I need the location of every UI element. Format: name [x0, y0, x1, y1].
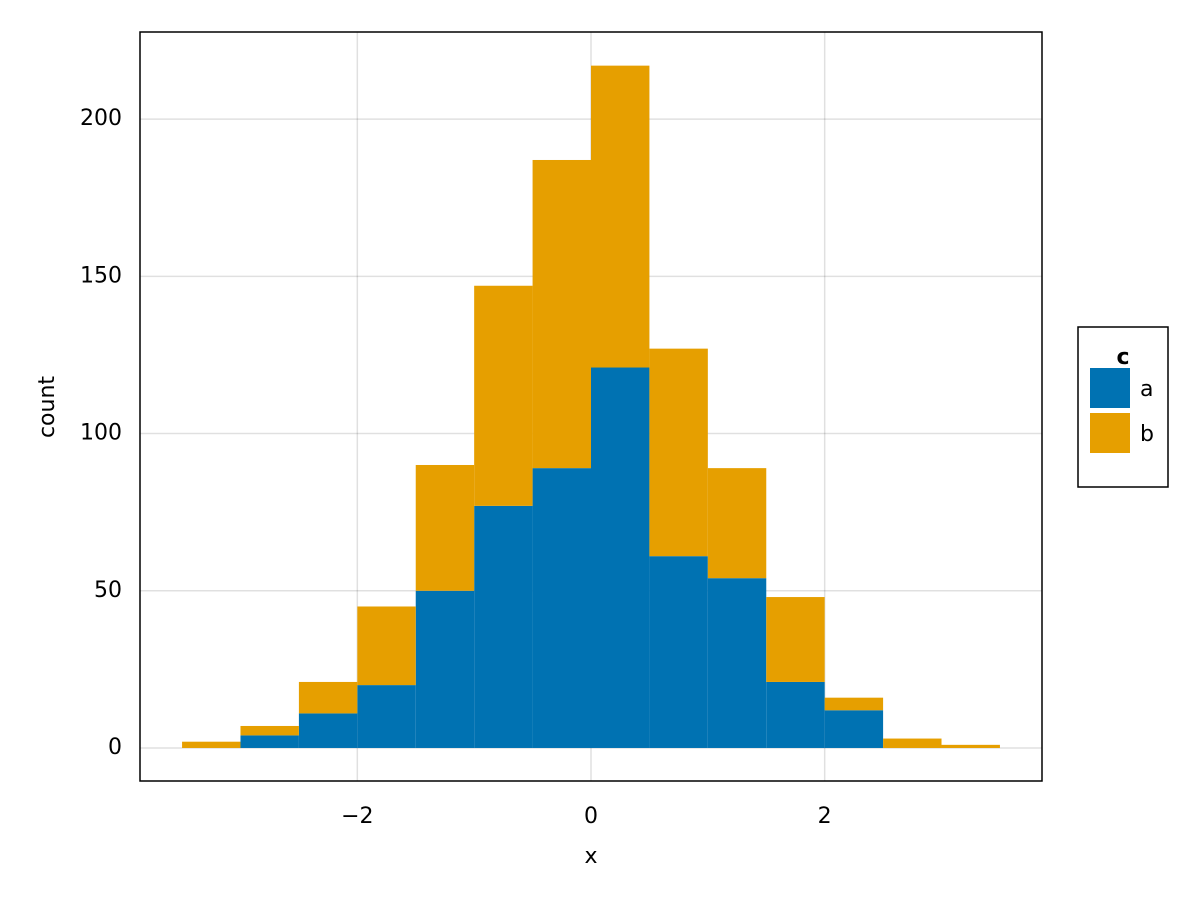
histogram-bar	[883, 738, 942, 748]
legend-label: a	[1140, 377, 1153, 402]
histogram-bar	[474, 285, 533, 506]
legend-title: c	[1116, 345, 1129, 370]
histogram-bar	[532, 468, 591, 748]
y-tick-label: 0	[108, 735, 122, 760]
histogram-bar	[766, 681, 825, 748]
histogram-bar	[298, 713, 358, 748]
legend-swatch	[1090, 413, 1130, 453]
histogram-bar	[766, 597, 825, 682]
legend-label: b	[1140, 422, 1154, 447]
x-tick-label: 0	[584, 804, 598, 829]
histogram-bar	[474, 505, 533, 748]
histogram-bar	[649, 348, 708, 557]
x-tick-label: −2	[341, 804, 373, 829]
plot-frame	[139, 31, 1043, 782]
histogram-bar	[415, 590, 475, 748]
histogram-bar	[240, 735, 299, 748]
y-tick-label: 100	[80, 421, 122, 446]
histogram-bar	[357, 606, 416, 686]
histogram-bar	[240, 725, 299, 736]
histogram-bar	[298, 681, 358, 714]
x-tick-label: 2	[818, 804, 832, 829]
histogram-bar	[707, 468, 767, 579]
histogram-bar	[824, 697, 884, 711]
histogram-bar	[532, 159, 591, 469]
histogram-bar	[649, 556, 708, 748]
histogram-bar	[707, 578, 767, 748]
histogram-bar	[591, 65, 650, 368]
y-tick-label: 150	[80, 263, 122, 288]
histogram-bar	[415, 464, 475, 591]
y-axis-label: count	[35, 376, 60, 438]
x-axis-label: x	[584, 844, 597, 869]
histogram-bar	[824, 710, 884, 748]
y-tick-label: 50	[94, 578, 122, 603]
histogram-bar	[941, 744, 1000, 748]
legend-swatch	[1090, 368, 1130, 408]
y-tick-label: 200	[80, 106, 122, 131]
histogram-bar	[357, 685, 416, 748]
histogram-bar	[182, 741, 241, 748]
histogram-bar	[591, 367, 650, 748]
